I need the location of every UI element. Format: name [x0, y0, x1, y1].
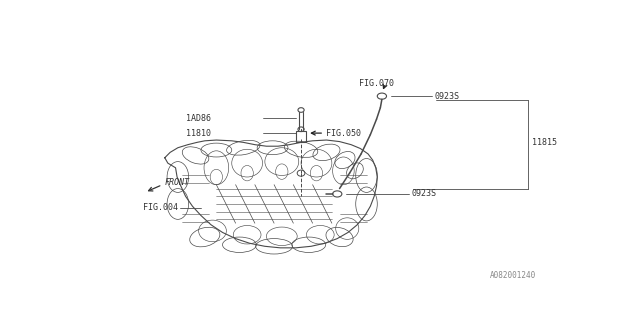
Text: 11810: 11810 [186, 129, 211, 138]
Text: A082001240: A082001240 [490, 271, 536, 280]
Text: 11815: 11815 [532, 138, 557, 147]
Text: FRONT: FRONT [164, 178, 189, 187]
Text: 1AD86: 1AD86 [186, 114, 211, 123]
Text: FIG.004: FIG.004 [143, 203, 178, 212]
Text: 0923S: 0923S [435, 92, 460, 101]
Bar [296, 131, 306, 141]
Text: FIG.050: FIG.050 [326, 129, 361, 138]
Text: 0923S: 0923S [411, 189, 436, 198]
Text: FIG.070: FIG.070 [359, 78, 394, 88]
